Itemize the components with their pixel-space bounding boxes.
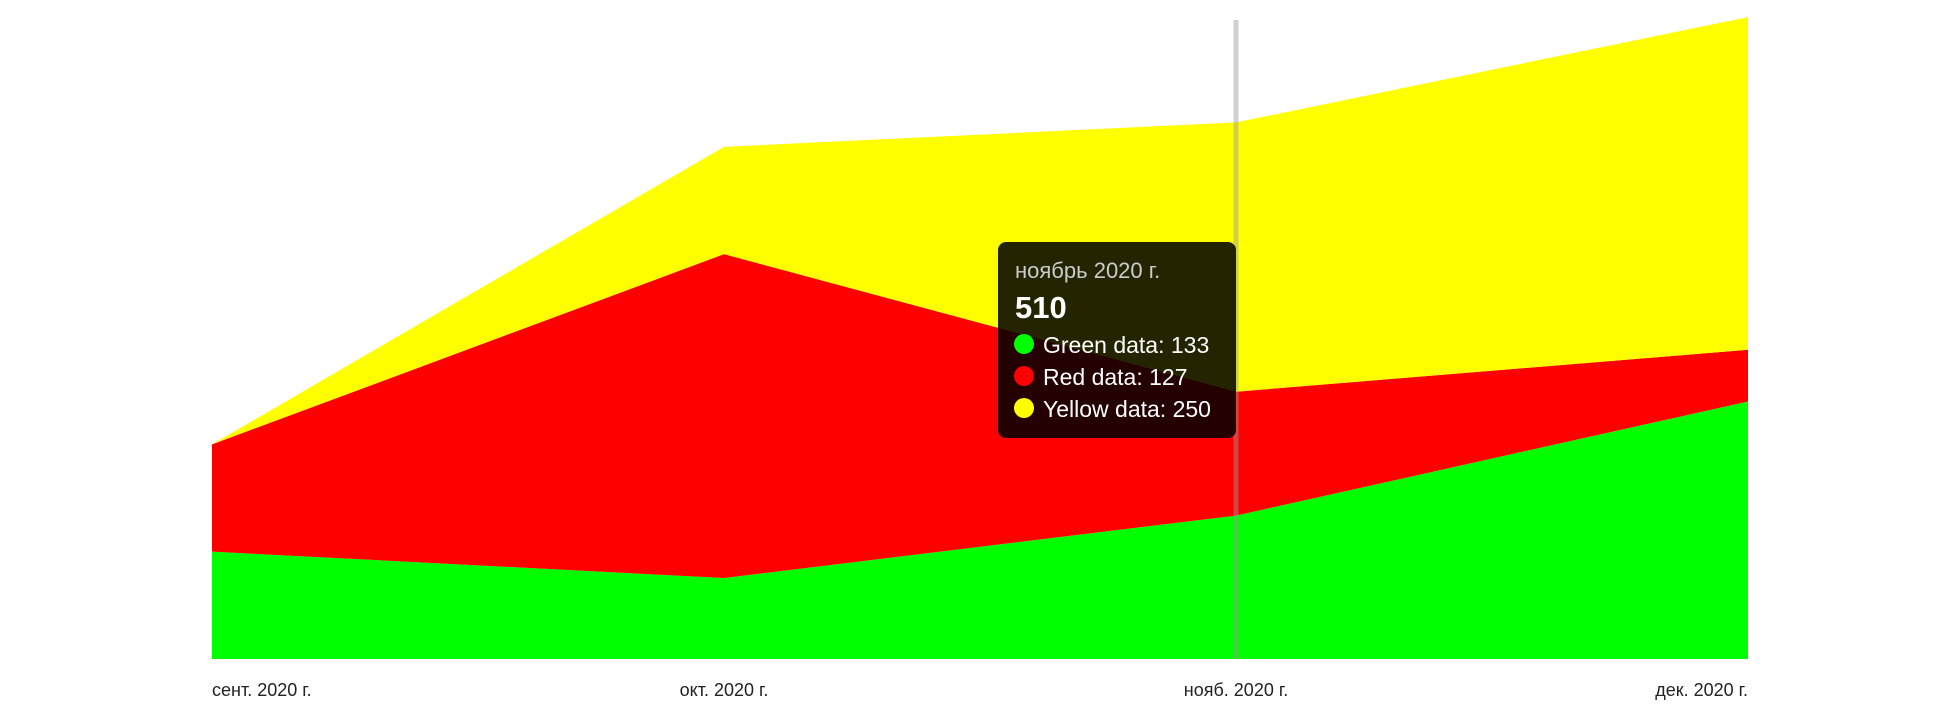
area-series-green-data bbox=[212, 401, 1748, 659]
tooltip-red-label: Red data: 127 bbox=[1043, 364, 1188, 390]
tooltip-green-dot-icon bbox=[1014, 334, 1034, 354]
tooltip-red-dot-icon bbox=[1014, 366, 1034, 386]
tooltip-yellow-label: Yellow data: 250 bbox=[1043, 396, 1211, 422]
x-tick-label: сент. 2020 г. bbox=[212, 680, 312, 700]
tooltip-total: 510 bbox=[1015, 290, 1067, 325]
tooltip-green-label: Green data: 133 bbox=[1043, 332, 1209, 358]
area-layers bbox=[212, 17, 1748, 659]
x-tick-label: дек. 2020 г. bbox=[1655, 680, 1748, 700]
tooltip-yellow-dot-icon bbox=[1014, 398, 1034, 418]
tooltip-background bbox=[998, 242, 1236, 438]
tooltip-title: ноябрь 2020 г. bbox=[1015, 258, 1160, 283]
area-series-red-data bbox=[212, 254, 1748, 579]
x-tick-label: нояб. 2020 г. bbox=[1184, 680, 1288, 700]
x-tick-label: окт. 2020 г. bbox=[680, 680, 769, 700]
x-axis-tick-labels: сент. 2020 г. окт. 2020 г. нояб. 2020 г. де… bbox=[212, 680, 1748, 700]
tooltip: ноябрь 2020 г. 510 Green data: 133 Red d… bbox=[998, 242, 1236, 438]
area-series-yellow-data bbox=[212, 17, 1748, 445]
